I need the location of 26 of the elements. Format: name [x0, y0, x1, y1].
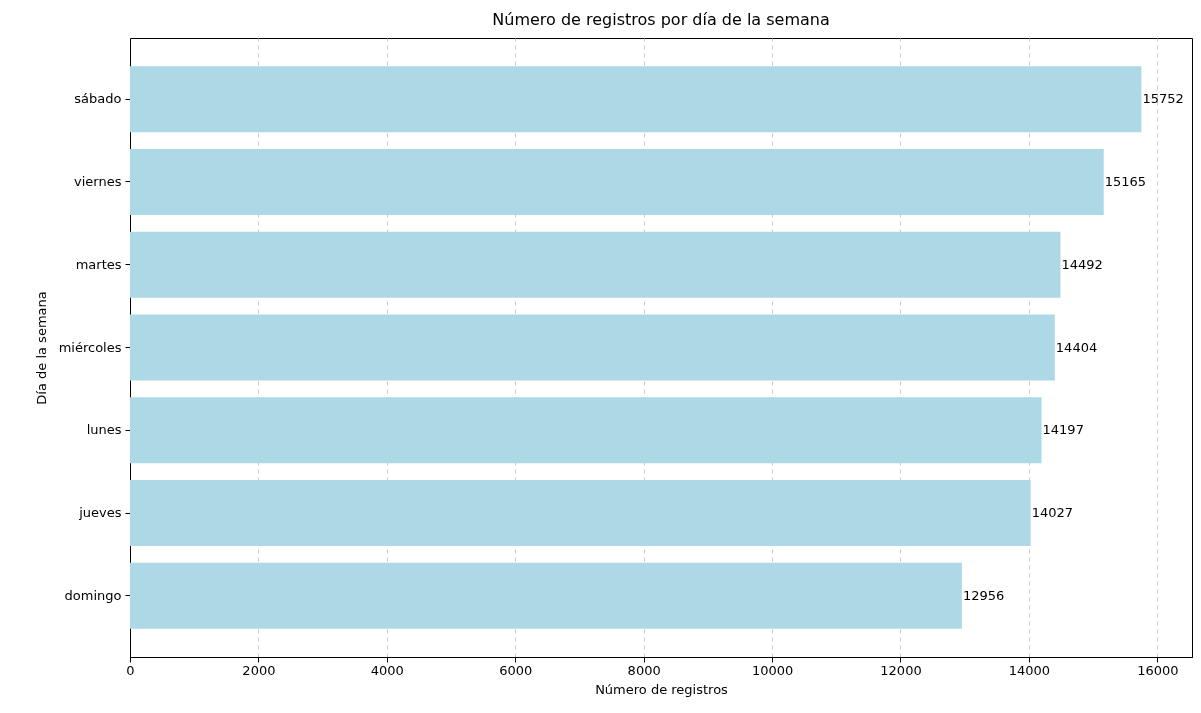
x-tick-label: 10000 — [751, 662, 794, 678]
y-tick-label: martes — [75, 256, 122, 272]
y-tick-label: viernes — [74, 173, 122, 189]
data-label: 12956 — [962, 587, 1005, 603]
y-tick-label: domingo — [64, 587, 122, 603]
y-tick-label: lunes — [86, 422, 122, 438]
data-label: 14492 — [1061, 256, 1103, 272]
x-tick-label: 6000 — [499, 662, 533, 678]
data-label: 14404 — [1055, 339, 1098, 355]
data-label: 15752 — [1142, 91, 1184, 107]
data-label: 15165 — [1104, 173, 1147, 189]
x-tick-label: 12000 — [880, 662, 922, 678]
data-label: 14027 — [1031, 505, 1073, 521]
x-tick-label: 2000 — [242, 662, 276, 678]
x-tick-label: 4000 — [370, 662, 404, 678]
x-tick-label: 16000 — [1137, 662, 1179, 678]
data-label: 14197 — [1042, 422, 1084, 438]
y-tick-label: miércoles — [58, 339, 122, 355]
y-tick-label: sábado — [74, 91, 122, 107]
x-tick-label: 8000 — [627, 662, 661, 678]
x-tick-label: 14000 — [1008, 662, 1051, 678]
chart-title: Número de registros por día de la semana — [492, 10, 830, 29]
x-axis-title: Número de registros — [595, 681, 729, 697]
y-axis-title: Día de la semana — [33, 291, 49, 405]
x-tick-label: 0 — [126, 662, 135, 678]
y-tick-label: jueves — [78, 505, 122, 521]
